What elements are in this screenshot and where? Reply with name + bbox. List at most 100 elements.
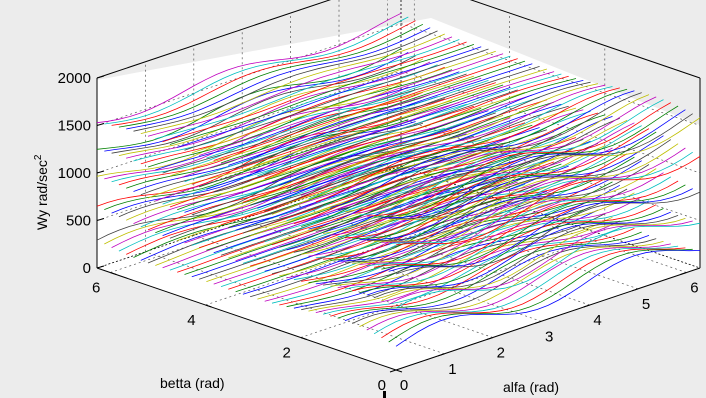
series-line [381,184,686,270]
x-tick [438,353,445,357]
grid-line [300,235,605,338]
z-axis-label-superscript: 2 [33,154,44,160]
series-line [213,89,518,193]
series-line [191,50,496,154]
series-line [315,117,620,232]
series-line [96,83,402,177]
z-tick-label: 2000 [58,70,91,87]
series-line [184,80,489,183]
series-line [220,60,526,164]
series-line [118,152,423,252]
x-tick-label: 6 [690,280,698,297]
series-line [388,113,693,220]
series-line [322,88,628,206]
x-tick [631,288,639,292]
series-line [279,170,584,277]
series-line [388,248,693,343]
y-tick [205,304,212,308]
series-line [126,61,431,159]
y-tick [300,337,307,340]
y-tick [110,272,117,275]
series-line [337,196,642,288]
box-edge [96,0,332,79]
series-line [242,68,548,171]
series-line [257,163,562,270]
series-line [330,156,635,261]
series-line [388,151,693,244]
series-line [104,16,409,125]
series-line [366,176,672,267]
series-line [366,102,671,217]
series-line [359,172,664,265]
series-line [111,20,416,126]
series-line [126,27,431,130]
series-line [279,203,584,306]
y-axis-label: betta (rad) [160,375,225,391]
series-line [177,77,482,180]
series-line [344,164,650,263]
series-line [352,204,657,292]
series-line [286,172,591,279]
z-axis-label-text: Wy rad/sec [34,160,50,230]
series-line [147,100,453,199]
series-line [373,215,679,299]
series-line [381,218,686,302]
z-tick [96,170,105,174]
series-line [198,84,504,188]
series-line [344,128,650,239]
x-tick-labels: 0 1 2 3 4 5 6 [400,280,699,395]
z-tick-label: 1000 [58,165,91,182]
series-line [322,224,628,315]
series-line [286,81,591,189]
z-tick [96,265,105,269]
y-tick-label: 2 [282,345,290,362]
plot-series [96,12,701,347]
series-line [111,151,416,248]
series-line [147,36,453,137]
series-line [257,103,562,209]
series-line [359,208,664,294]
x-tick-label: 1 [448,361,456,378]
series-line [235,157,540,262]
series-line [395,250,701,347]
series-line [344,235,650,322]
series-line [228,94,533,198]
x-tick [486,337,493,340]
series-line [191,112,496,216]
series-line [206,87,511,190]
series-line [169,44,475,145]
series-line [257,73,562,177]
z-tick-labels: 0 500 1000 1500 2000 [58,70,91,277]
series-line [264,75,569,180]
series-line [344,200,650,290]
series-line [373,245,679,335]
series-line [169,75,475,177]
series-line [352,131,657,240]
series-line [293,83,598,193]
cursor-mark [383,391,386,398]
series-line [388,220,693,305]
x-tick-label: 4 [593,312,601,329]
series-line [118,23,424,128]
series-line [169,166,475,271]
series-line [366,139,672,241]
series-line [96,12,402,124]
series-line [352,168,657,264]
series-line [155,71,460,171]
x-tick [680,272,687,275]
series-line [242,129,548,234]
series-line [198,176,504,280]
series-line [271,78,577,183]
series-line [395,156,701,246]
x-tick [535,320,542,324]
grid-line [96,118,402,221]
series-line [323,153,628,260]
series-line [308,86,613,200]
series-line [374,180,679,268]
series-line [395,117,701,220]
series-line [198,53,504,156]
series-line [271,167,577,275]
series-line [337,160,642,262]
box-edge [395,267,701,371]
